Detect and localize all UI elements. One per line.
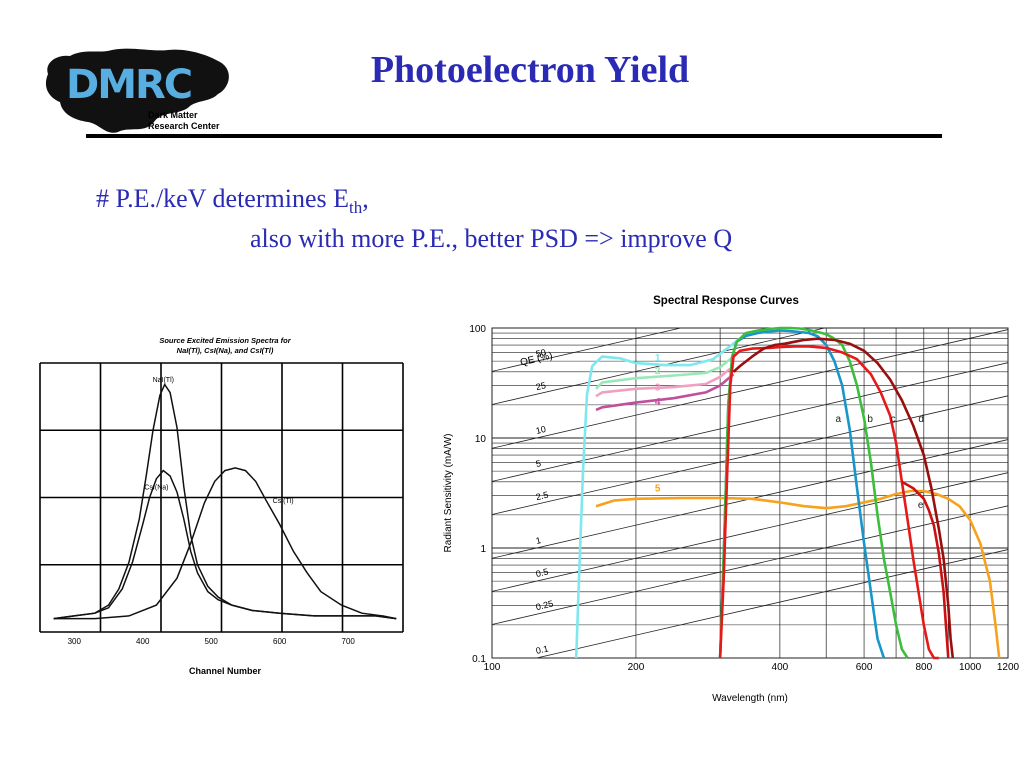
chart-right-qe-label: 5: [535, 458, 542, 469]
chart-left-title: Source Excited Emission Spectra for: [159, 336, 291, 345]
chart-right-series-line: [732, 337, 955, 659]
logo-splash: [45, 48, 229, 133]
threshold-subscript: th: [348, 198, 363, 218]
chart-right-ylabel: Radiant Sensitivity (mA/W): [443, 434, 454, 553]
chart-right-xtick-label: 400: [772, 662, 789, 673]
chart-left-series-line: [53, 382, 397, 620]
chart-right-xtick-label: 1000: [959, 662, 982, 673]
chart-right-series-label: 5: [655, 484, 661, 495]
chart-right-qe-label: 0.25: [535, 598, 554, 612]
chart-left-series-label: NaI(Tl): [153, 377, 174, 384]
chart-right-qe-label: 25: [535, 380, 547, 392]
chart-right-qe-line: [492, 362, 1008, 482]
chart-right-series-line: [718, 326, 909, 659]
chart-left-xtick-label: 600: [273, 637, 287, 646]
chart-right-xtick-label: 200: [628, 662, 645, 673]
chart-right-qe-label: 10: [535, 424, 547, 436]
chart-right-xtick-label: 100: [484, 662, 501, 673]
chart-right-qe-line: [534, 549, 1008, 658]
logo-letters: DMRC: [66, 62, 191, 108]
chart-right-series-label: 3: [655, 383, 661, 394]
chart-right-ytick-label: 10: [475, 434, 487, 445]
chart-right-qe-label: 2.5: [535, 490, 549, 503]
spectral-response-chart: Spectral Response Curves50251052.510.50.…: [443, 295, 1020, 704]
chart-left-series-line: [53, 469, 397, 620]
bullet-line-2: also with more P.E., better PSD => impro…: [250, 224, 733, 253]
chart-right-series-line: [901, 480, 950, 659]
logo-line2: Research Center: [148, 121, 220, 131]
chart-right-series-label: b: [867, 414, 873, 425]
chart-right-xtick-label: 800: [915, 662, 932, 673]
chart-right-series-label: d: [918, 414, 924, 425]
chart-right-qe-line: [492, 395, 1008, 515]
chart-right-ytick-label: 100: [469, 324, 486, 335]
chart-left-xtick-label: 700: [342, 637, 356, 646]
chart-right-series-line: [595, 355, 735, 390]
chart-right-series-label: c: [891, 414, 896, 425]
chart-right-qe-label: 0.5: [535, 567, 549, 580]
chart-right-qe-label: 1: [535, 535, 542, 546]
chart-right-series-label: e: [918, 500, 924, 511]
chart-right-series-line: [595, 489, 1001, 659]
chart-right-series-label: 2: [655, 366, 661, 377]
chart-left-series-label: CsI(Tl): [273, 498, 294, 505]
dmrc-logo: DMRC Dark Matter Research Center: [40, 44, 240, 136]
chart-right-qe-label: 50: [535, 347, 547, 359]
chart-right-ytick-label: 1: [480, 544, 486, 555]
chart-right-frame: [491, 327, 1009, 659]
chart-right-series-label: 1: [655, 353, 661, 364]
chart-right-qe-lines: [492, 328, 1008, 658]
chart-right-series-line: [595, 373, 735, 412]
bullet-line-1: # P.E./keV determines Eth,: [96, 184, 369, 218]
chart-left-subtitle: NaI(Tl), CsI(Na), and CsI(Tl): [177, 346, 274, 355]
chart-right-series-line: [595, 365, 735, 398]
chart-left-series-label: CsI(Na): [144, 484, 168, 491]
chart-right-xlabel: Wavelength (nm): [712, 693, 788, 704]
chart-right-series-label: a: [836, 414, 842, 425]
chart-right-qe-line: [492, 328, 827, 405]
chart-left-xtick-label: 500: [205, 637, 219, 646]
chart-left-series-line: [53, 467, 397, 620]
logo-line1: Dark Matter: [148, 110, 198, 120]
slide-title: Photoelectron Yield: [370, 49, 690, 91]
bullet-line-1-tail: ,: [362, 184, 369, 213]
bullet-line-1-text: # P.E./keV determines E: [96, 184, 349, 213]
chart-right-qe-line: [492, 329, 1008, 449]
chart-right-qe-axis-label: QE (%): [519, 351, 553, 369]
chart-right-series-line: [718, 329, 886, 659]
title-divider: [86, 134, 942, 138]
chart-right-series-line: [718, 345, 939, 660]
chart-right-title: Spectral Response Curves: [653, 295, 799, 307]
chart-right-qe-line: [492, 328, 683, 372]
chart-right-qe-label: 0.1: [535, 643, 549, 656]
chart-left-xlabel: Channel Number: [189, 666, 262, 676]
chart-right-series-label: 4: [655, 397, 661, 408]
chart-left-xtick-label: 300: [68, 637, 82, 646]
emission-spectra-chart: Source Excited Emission Spectra forNaI(T…: [39, 336, 404, 676]
chart-right-xtick-label: 1200: [997, 662, 1020, 673]
chart-right-xtick-label: 600: [856, 662, 873, 673]
chart-right-series-line: [574, 329, 759, 659]
chart-right-ytick-label: 0.1: [472, 654, 486, 665]
chart-left-xtick-label: 400: [136, 637, 150, 646]
